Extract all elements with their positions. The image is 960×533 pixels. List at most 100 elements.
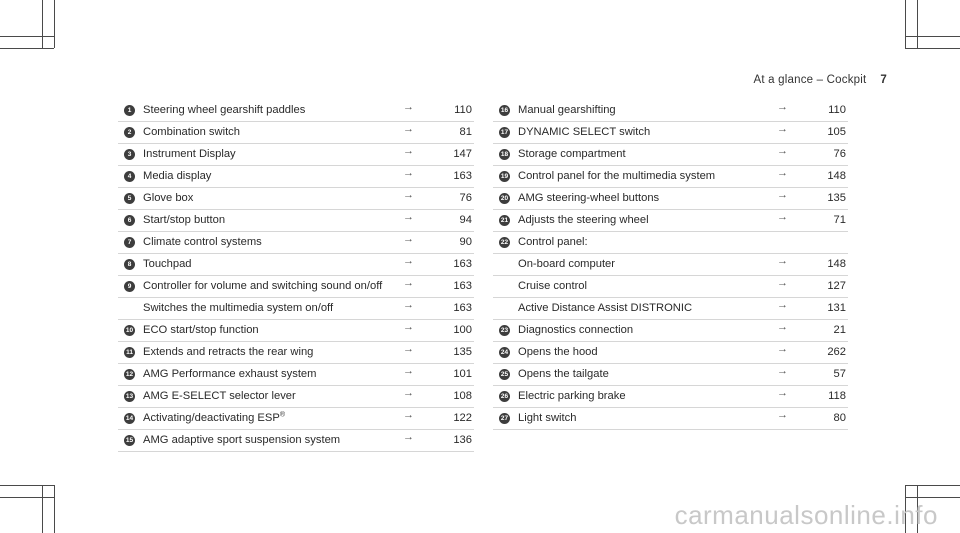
index-label: Climate control systems <box>118 236 474 249</box>
index-label: Active Distance Assist DISTRONIC <box>518 302 848 315</box>
page-reference[interactable]: 135 <box>827 192 846 204</box>
page-reference[interactable]: 127 <box>827 280 846 292</box>
index-row[interactable]: 25 Opens the tailgate → 57 <box>493 364 848 386</box>
index-row[interactable]: Active Distance Assist DISTRONIC → 131 <box>493 298 848 320</box>
arrow-right-icon: → <box>777 211 788 223</box>
index-row[interactable]: 22 Control panel: <box>493 232 848 254</box>
index-row[interactable]: 27 Light switch → 80 <box>493 408 848 430</box>
index-row[interactable]: 9 Controller for volume and switching sou… <box>118 276 474 298</box>
index-row[interactable]: Cruise control → 127 <box>493 276 848 298</box>
index-row[interactable]: 12 AMG Performance exhaust system → 101 <box>118 364 474 386</box>
index-row[interactable]: 18 Storage compartment → 76 <box>493 144 848 166</box>
index-row[interactable]: 17 DYNAMIC SELECT switch → 105 <box>493 122 848 144</box>
page-reference[interactable]: 122 <box>453 412 472 424</box>
index-row[interactable]: 7 Climate control systems → 90 <box>118 232 474 254</box>
page-reference[interactable]: 163 <box>453 280 472 292</box>
index-row[interactable]: 13 AMG E-SELECT selector lever → 108 <box>118 386 474 408</box>
arrow-right-icon: → <box>403 409 414 421</box>
arrow-right-icon: → <box>777 343 788 355</box>
index-label: Control panel: <box>493 236 848 249</box>
index-row[interactable]: 23 Diagnostics connection → 21 <box>493 320 848 342</box>
arrow-right-icon: → <box>777 123 788 135</box>
page-reference[interactable]: 136 <box>453 434 472 446</box>
page-reference[interactable]: 76 <box>459 192 472 204</box>
page-reference[interactable]: 163 <box>453 302 472 314</box>
index-row[interactable]: 26 Electric parking brake → 118 <box>493 386 848 408</box>
index-row[interactable]: On-board computer → 148 <box>493 254 848 276</box>
page-reference[interactable]: 108 <box>453 390 472 402</box>
index-row[interactable]: 6 Start/stop button → 94 <box>118 210 474 232</box>
index-row[interactable]: 5 Glove box → 76 <box>118 188 474 210</box>
index-label: AMG E-SELECT selector lever <box>118 390 474 403</box>
index-label-text: Active Distance Assist DISTRONIC <box>518 302 693 314</box>
page-reference[interactable]: 148 <box>827 258 846 270</box>
page-reference[interactable]: 110 <box>828 104 846 116</box>
page-reference[interactable]: 262 <box>827 346 846 358</box>
page-reference[interactable]: 100 <box>453 324 472 336</box>
page-reference[interactable]: 131 <box>827 302 846 314</box>
crop-mark <box>905 0 906 48</box>
index-row[interactable]: 21 Adjusts the steering wheel → 71 <box>493 210 848 232</box>
callout-number: 27 <box>499 413 510 424</box>
page-reference[interactable]: 163 <box>453 170 472 182</box>
callout-number: 2 <box>124 127 135 138</box>
index-label: Controller for volume and switching soun… <box>118 280 474 293</box>
index-column-left: 1 Steering wheel gearshift paddles → 110 2 Co… <box>118 100 474 452</box>
index-row[interactable]: 14 Activating/deactivating ESP® → 122 <box>118 408 474 430</box>
callout-number: 6 <box>124 215 135 226</box>
page-reference[interactable]: 80 <box>833 412 846 424</box>
page-reference[interactable]: 76 <box>833 148 846 160</box>
page-reference[interactable]: 71 <box>833 214 846 226</box>
index-label: Glove box <box>118 192 474 205</box>
index-label: Control panel for the multimedia system <box>493 170 848 183</box>
index-label: AMG Performance exhaust system <box>118 368 474 381</box>
index-label-text: AMG steering-wheel buttons <box>518 192 660 204</box>
page-reference[interactable]: 118 <box>828 390 846 402</box>
callout-number: 11 <box>124 347 135 358</box>
index-row[interactable]: Switches the multimedia system on/off → 16… <box>118 298 474 320</box>
index-column-right: 16 Manual gearshifting → 110 17 DYNAMIC SELEC… <box>493 100 848 430</box>
arrow-right-icon: → <box>403 123 414 135</box>
index-label: Switches the multimedia system on/off <box>143 302 474 315</box>
callout-number: 12 <box>124 369 135 380</box>
index-label: AMG adaptive sport suspension system <box>118 434 474 447</box>
index-row[interactable]: 20 AMG steering-wheel buttons → 135 <box>493 188 848 210</box>
index-row[interactable]: 11 Extends and retracts the rear wing → 135 <box>118 342 474 364</box>
index-row[interactable]: 24 Opens the hood → 262 <box>493 342 848 364</box>
index-row[interactable]: 16 Manual gearshifting → 110 <box>493 100 848 122</box>
index-row[interactable]: 10 ECO start/stop function → 100 <box>118 320 474 342</box>
page-reference[interactable]: 21 <box>833 324 846 336</box>
index-row[interactable]: 19 Control panel for the multimedia syste… <box>493 166 848 188</box>
page-reference[interactable]: 135 <box>453 346 472 358</box>
index-label-text: On-board computer <box>518 258 616 270</box>
index-label: Manual gearshifting <box>493 104 848 117</box>
page-reference[interactable]: 105 <box>827 126 846 138</box>
page-reference[interactable]: 101 <box>453 368 472 380</box>
page-reference[interactable]: 81 <box>459 126 472 138</box>
arrow-right-icon: → <box>777 101 788 113</box>
index-row[interactable]: 8 Touchpad → 163 <box>118 254 474 276</box>
page-reference[interactable]: 57 <box>833 368 846 380</box>
index-row[interactable]: 1 Steering wheel gearshift paddles → 110 <box>118 100 474 122</box>
callout-number: 3 <box>124 149 135 160</box>
crop-mark <box>905 485 906 533</box>
index-row[interactable]: 2 Combination switch → 81 <box>118 122 474 144</box>
page-reference[interactable]: 163 <box>453 258 472 270</box>
index-row[interactable]: 3 Instrument Display → 147 <box>118 144 474 166</box>
page-reference[interactable]: 90 <box>459 236 472 248</box>
crop-mark <box>54 485 55 533</box>
crop-mark <box>0 485 54 486</box>
callout-number: 16 <box>499 105 510 116</box>
callout-number: 7 <box>124 237 135 248</box>
page-reference[interactable]: 94 <box>459 214 472 226</box>
index-row[interactable]: 15 AMG adaptive sport suspension system → 1… <box>118 430 474 452</box>
arrow-right-icon: → <box>403 321 414 333</box>
page-reference[interactable]: 148 <box>827 170 846 182</box>
index-label-text: Storage compartment <box>518 148 626 160</box>
page-reference[interactable]: 147 <box>453 148 472 160</box>
arrow-right-icon: → <box>403 299 414 311</box>
page-reference[interactable]: 110 <box>454 104 472 116</box>
crop-mark <box>42 485 43 533</box>
callout-number: 23 <box>499 325 510 336</box>
index-row[interactable]: 4 Media display → 163 <box>118 166 474 188</box>
